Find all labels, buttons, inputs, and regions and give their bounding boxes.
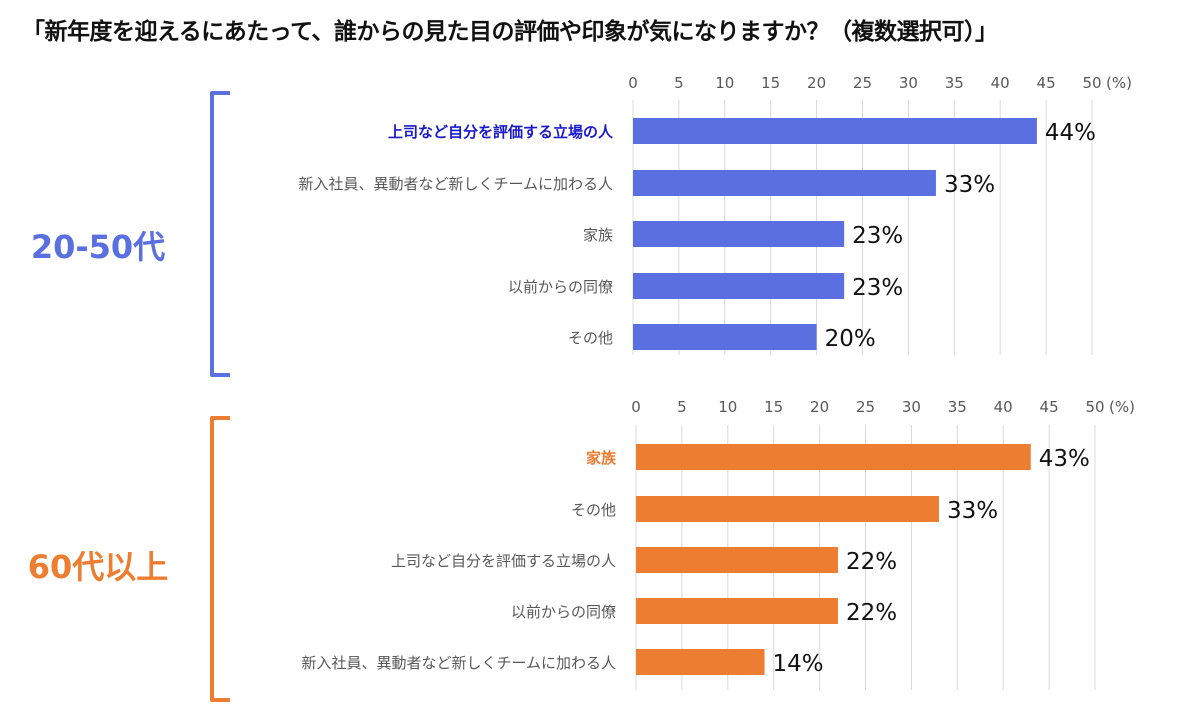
bar xyxy=(636,598,838,624)
x-tick-label: 25 xyxy=(856,398,875,416)
x-tick-label: 50 xyxy=(1085,398,1104,416)
category-label: その他 xyxy=(568,329,613,347)
data-label: 20% xyxy=(825,326,876,352)
x-tick-label: 5 xyxy=(677,398,687,416)
category-label: 新入社員、異動者など新しくチームに加わる人 xyxy=(301,654,616,672)
x-tick-label: 20 xyxy=(807,74,826,92)
data-label: 23% xyxy=(852,275,903,301)
chart-title: 「新年度を迎えるにあたって、誰からの見た目の評価や印象が気になりますか？（複数選… xyxy=(22,19,998,45)
x-tick-label: 0 xyxy=(628,74,638,92)
bar xyxy=(633,221,845,247)
x-tick-label: 25 xyxy=(853,74,872,92)
data-label: 33% xyxy=(944,172,995,198)
x-tick-label: 45 xyxy=(1037,74,1056,92)
x-tick-label: 10 xyxy=(718,398,737,416)
x-tick-label: 5 xyxy=(674,74,684,92)
bar xyxy=(633,170,936,196)
bar xyxy=(633,118,1037,144)
group-label: 20-50代 xyxy=(31,228,165,266)
bar xyxy=(636,649,765,675)
x-tick-label: 35 xyxy=(948,398,967,416)
group-bracket xyxy=(210,91,230,377)
category-label: 以前からの同僚 xyxy=(508,278,613,296)
x-tick-label: 30 xyxy=(899,74,918,92)
x-tick-label: 15 xyxy=(764,398,783,416)
bar xyxy=(636,496,939,522)
category-label: 以前からの同僚 xyxy=(511,603,616,621)
x-tick-label: 50 xyxy=(1082,74,1101,92)
bar xyxy=(633,273,845,299)
x-tick-label: 40 xyxy=(994,398,1013,416)
category-label: その他 xyxy=(571,501,616,519)
x-tick-label: 10 xyxy=(715,74,734,92)
unit-label: (%) xyxy=(1106,74,1132,92)
x-tick-label: 0 xyxy=(631,398,641,416)
data-label: 33% xyxy=(947,498,998,524)
group-bracket xyxy=(210,416,230,702)
data-label: 22% xyxy=(846,600,897,626)
x-tick-label: 40 xyxy=(991,74,1010,92)
category-label: 上司など自分を評価する立場の人 xyxy=(388,123,614,141)
bar xyxy=(633,324,817,350)
x-tick-label: 45 xyxy=(1040,398,1059,416)
category-label: 新入社員、異動者など新しくチームに加わる人 xyxy=(298,175,613,193)
data-label: 43% xyxy=(1039,446,1090,472)
data-label: 14% xyxy=(773,651,824,677)
category-label: 上司など自分を評価する立場の人 xyxy=(391,552,616,570)
data-label: 23% xyxy=(852,223,903,249)
group-label: 60代以上 xyxy=(28,548,169,586)
unit-label: (%) xyxy=(1109,398,1135,416)
data-label: 22% xyxy=(846,549,897,575)
x-tick-label: 35 xyxy=(945,74,964,92)
bar xyxy=(636,444,1031,470)
x-tick-label: 15 xyxy=(761,74,780,92)
category-label: 家族 xyxy=(583,226,613,244)
x-tick-label: 30 xyxy=(902,398,921,416)
x-tick-label: 20 xyxy=(810,398,829,416)
category-label: 家族 xyxy=(586,449,617,467)
data-label: 44% xyxy=(1045,120,1096,146)
bar xyxy=(636,547,838,573)
